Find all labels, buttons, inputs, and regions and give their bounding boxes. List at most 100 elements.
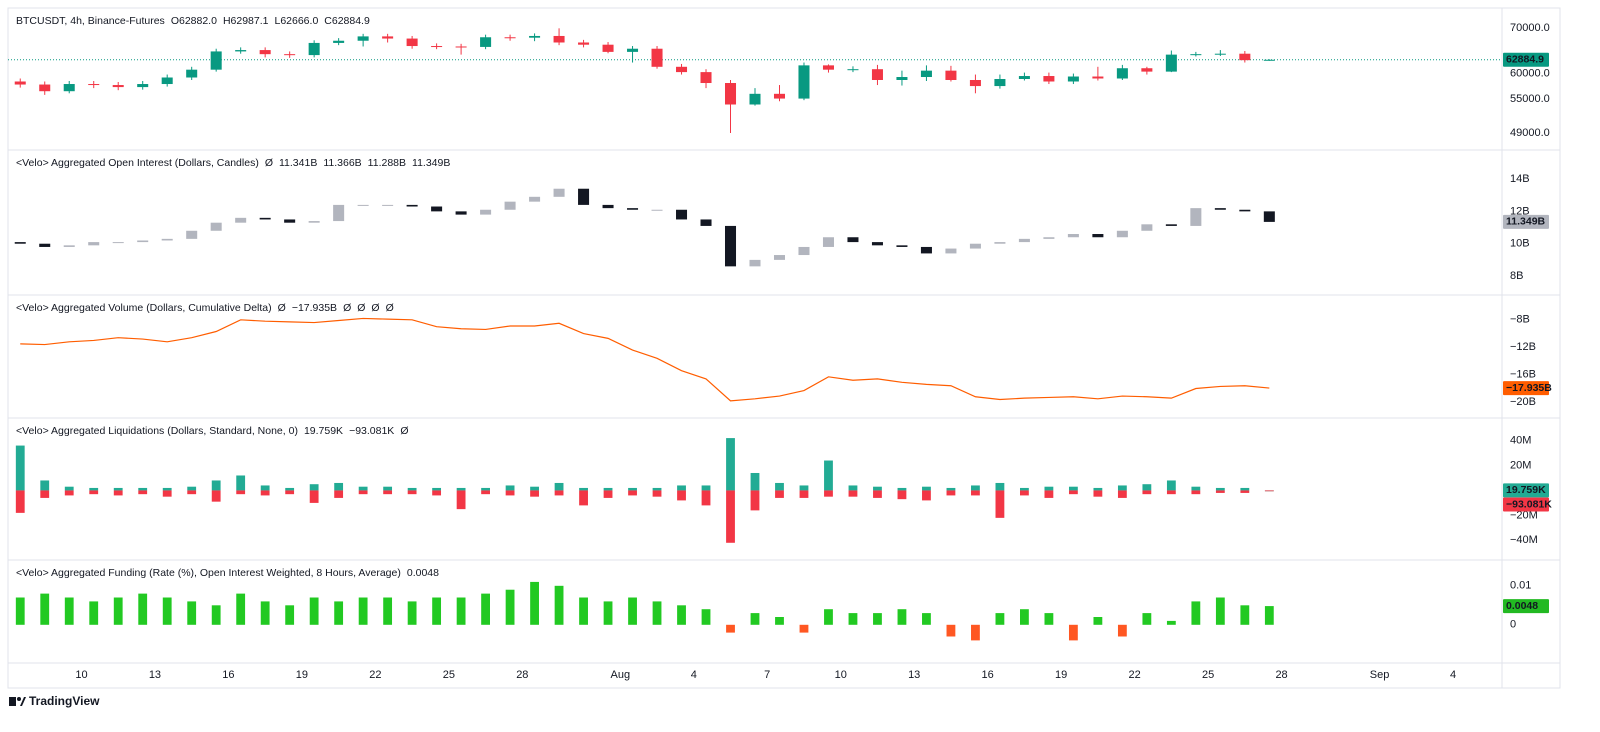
- bar: [236, 593, 246, 625]
- x-tick-label: 22: [1128, 669, 1140, 681]
- candle-body: [724, 225, 737, 267]
- candle-body: [382, 204, 394, 206]
- bar: [260, 601, 270, 625]
- candle-body: [920, 246, 932, 254]
- bar: [1240, 490, 1250, 493]
- bar: [579, 490, 588, 506]
- bar: [1191, 601, 1201, 625]
- frame: [7, 7, 1561, 689]
- candle-body: [822, 65, 834, 70]
- bar: [750, 613, 760, 625]
- bar: [1068, 490, 1078, 495]
- bar: [799, 624, 809, 633]
- bar: [995, 613, 1005, 625]
- y-tick-label: −20M: [1510, 509, 1538, 521]
- bar: [652, 487, 662, 491]
- candle-body: [553, 188, 565, 197]
- y-tick-label: −20B: [1510, 396, 1536, 408]
- bar: [64, 597, 74, 625]
- legend-value: Ø: [343, 302, 351, 314]
- bar: [407, 490, 417, 495]
- x-tick-label: 13: [908, 669, 920, 681]
- legend-value: 0.0048: [407, 567, 439, 579]
- y-tick-label: 70000.0: [1510, 22, 1550, 34]
- candle-body: [969, 79, 981, 87]
- bar: [383, 597, 393, 625]
- bar: [628, 487, 637, 491]
- bar: [138, 487, 148, 491]
- bar: [1166, 490, 1176, 495]
- candle-body: [357, 36, 369, 41]
- y-tick-label: 40M: [1510, 434, 1531, 446]
- candle-body: [333, 204, 345, 222]
- candle-body: [602, 204, 614, 209]
- candle-body: [88, 84, 100, 86]
- x-tick-label: 10: [75, 669, 87, 681]
- x-tick-label: 10: [835, 669, 847, 681]
- candle-body: [798, 65, 810, 99]
- bar: [432, 597, 442, 625]
- bar: [971, 624, 980, 641]
- bar: [750, 472, 760, 491]
- legend-value: 11.341B: [279, 157, 317, 169]
- bar: [946, 487, 956, 491]
- candle-body: [1190, 208, 1202, 226]
- candle-body: [749, 259, 761, 267]
- bar: [1142, 484, 1152, 491]
- bar: [1240, 605, 1250, 625]
- bar: [432, 487, 442, 491]
- legend-value: Ø: [265, 157, 273, 169]
- bar: [358, 597, 368, 625]
- bar: [40, 490, 50, 498]
- bar: [15, 445, 25, 491]
- bar: [530, 486, 539, 491]
- last-value-label: −17.935B: [1506, 382, 1552, 394]
- bar: [162, 597, 172, 625]
- bar: [652, 601, 662, 625]
- bar: [40, 480, 50, 491]
- bar: [383, 490, 393, 495]
- candle-body: [431, 46, 443, 48]
- bar: [1093, 487, 1103, 491]
- bar: [579, 597, 588, 625]
- bar: [677, 490, 686, 501]
- bar: [113, 487, 123, 491]
- candle-body: [431, 206, 443, 212]
- last-value-label: 19.759K: [1506, 484, 1546, 496]
- bar: [1215, 490, 1225, 493]
- candle-body: [627, 208, 639, 210]
- pane-title: BTCUSDT, 4h, Binance-Futures: [16, 15, 165, 27]
- bar: [579, 487, 588, 491]
- x-tick-label: 25: [1202, 669, 1214, 681]
- candle-body: [945, 248, 957, 254]
- bar: [1093, 490, 1103, 497]
- bar: [628, 597, 637, 625]
- legend-value: −93.081K: [349, 425, 394, 437]
- candle-body: [1116, 230, 1128, 238]
- x-tick-label: 28: [516, 669, 528, 681]
- bar: [1020, 609, 1029, 625]
- candle-body: [161, 238, 173, 241]
- bar: [971, 485, 980, 491]
- pane-title: <Velo> Aggregated Liquidations (Dollars,…: [16, 425, 298, 437]
- bar: [407, 601, 417, 625]
- bar: [481, 487, 490, 491]
- y-tick-label: −16B: [1510, 369, 1536, 381]
- legend-value: 11.349B: [412, 157, 450, 169]
- candle-body: [847, 237, 859, 243]
- x-tick-label: 25: [443, 669, 455, 681]
- legend-value: C62884.9: [324, 15, 370, 27]
- candle-body: [945, 70, 957, 80]
- x-tick-label: Aug: [611, 669, 631, 681]
- candle-body: [578, 188, 590, 205]
- candle-body: [847, 69, 859, 71]
- bar: [848, 490, 858, 497]
- bar: [505, 589, 515, 625]
- bar: [89, 490, 99, 495]
- x-tick-label: 4: [1450, 669, 1456, 681]
- x-tick-label: 13: [149, 669, 161, 681]
- bar: [505, 485, 515, 491]
- candle-body: [504, 37, 516, 39]
- last-value-label: 11.349B: [1506, 216, 1546, 228]
